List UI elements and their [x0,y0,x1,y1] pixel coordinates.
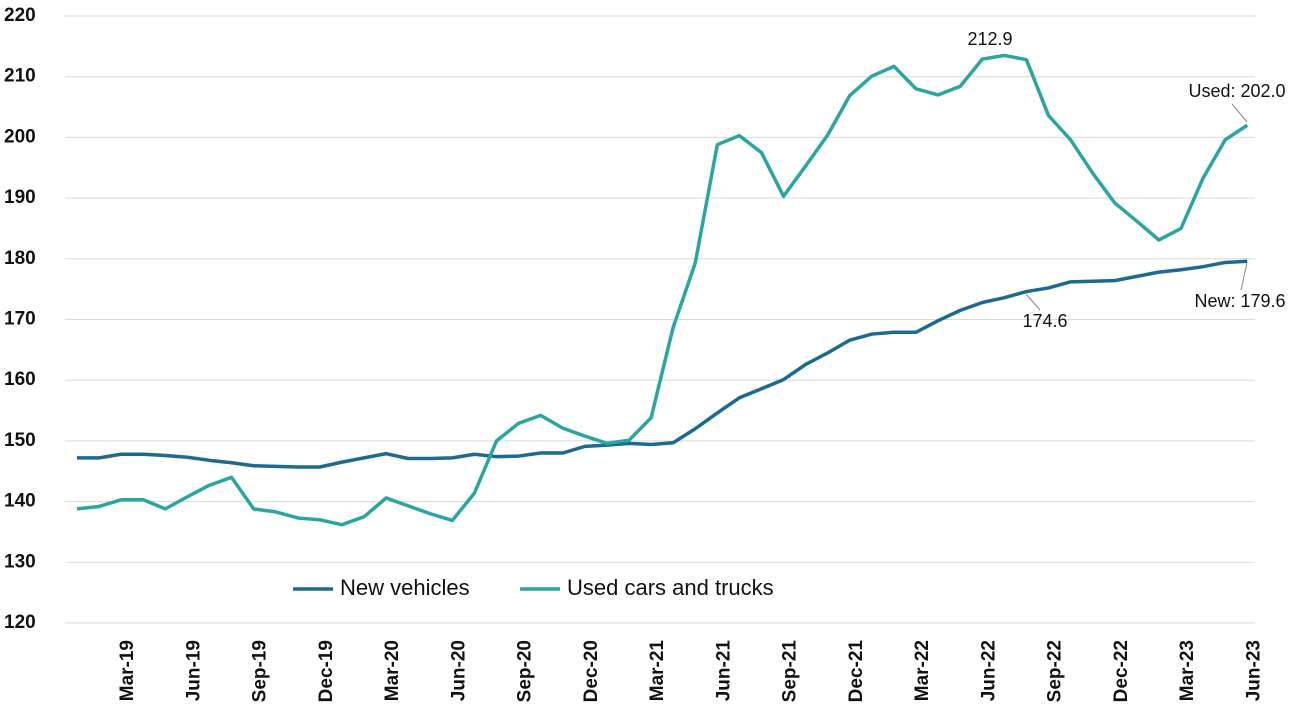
x-tick-label: Jun-19 [183,640,204,701]
x-tick-label: Dec-20 [581,640,602,702]
legend-label: Used cars and trucks [567,575,774,600]
annotation: 212.9 [967,29,1012,49]
x-tick-label: Mar-21 [647,640,668,702]
series-line [76,53,1249,527]
x-tick-label: Sep-22 [1045,640,1066,702]
x-tick-label: Jun-20 [448,640,469,701]
x-tick-label: Mar-23 [1177,640,1198,701]
x-tick-label: Dec-19 [316,640,337,702]
annotation-leader [1240,262,1248,291]
x-tick-label: Sep-20 [515,640,536,702]
annotation: Used: 202.0 [1188,81,1285,101]
x-tick-label: Jun-23 [1243,640,1264,701]
y-tick-label: 120 [4,612,36,633]
y-tick-label: 170 [4,309,36,330]
annotation-leader [1231,103,1248,123]
y-tick-label: 200 [4,126,36,147]
legend-label: New vehicles [340,575,470,600]
x-tick-label: Mar-20 [382,640,403,701]
y-tick-label: 150 [4,430,36,451]
y-tick-label: 210 [4,66,36,87]
series-line [77,259,1248,469]
annotation: New: 179.6 [1194,291,1285,311]
y-tick-label: 160 [4,369,36,390]
x-tick-label: Dec-22 [1111,640,1132,702]
y-tick-label: 140 [4,491,36,512]
x-tick-label: Mar-19 [117,640,138,701]
y-tick-label: 190 [4,187,36,208]
x-tick-label: Sep-21 [780,640,801,703]
annotation: 174.6 [1022,311,1067,331]
y-tick-label: 220 [4,5,36,26]
x-tick-label: Sep-19 [250,640,271,702]
x-tick-label: Jun-21 [713,640,734,702]
x-tick-label: Jun-22 [978,640,999,701]
x-tick-label: Mar-22 [912,640,933,701]
x-tick-label: Dec-21 [846,640,867,703]
annotation-leader [1025,293,1041,311]
y-tick-label: 180 [4,248,36,269]
y-tick-label: 130 [4,551,36,572]
